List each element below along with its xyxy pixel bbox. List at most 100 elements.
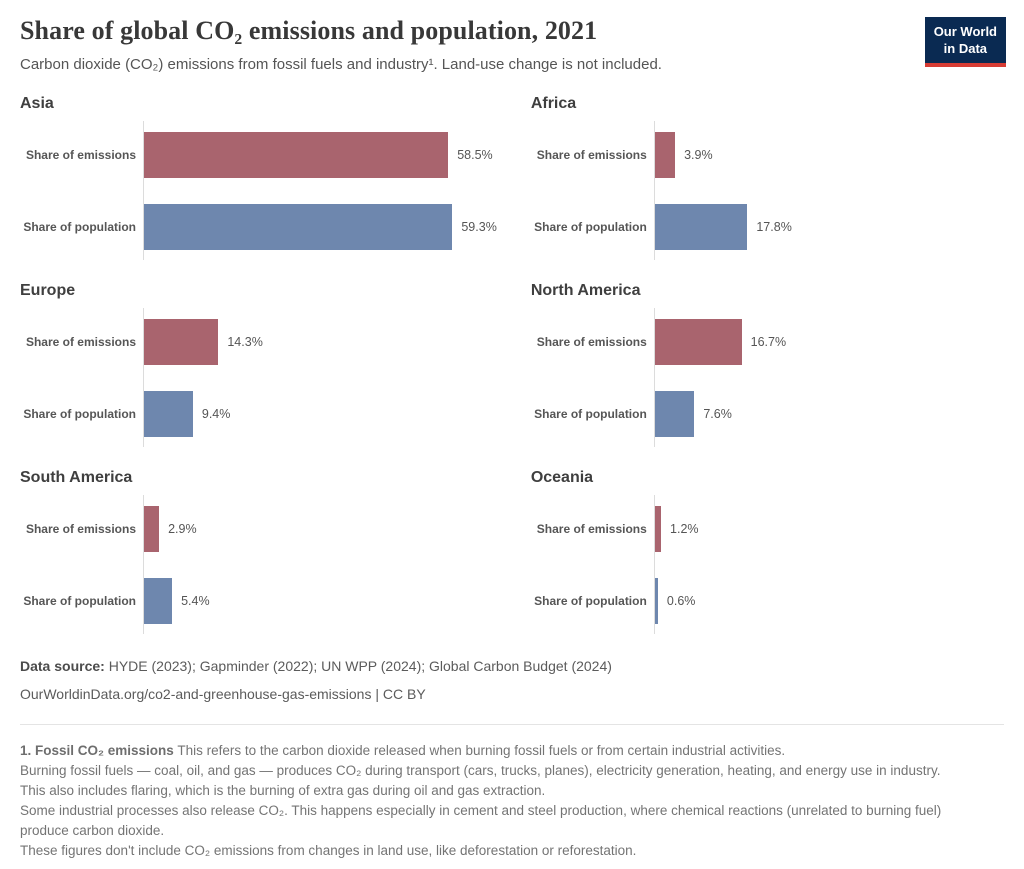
axis-line [653, 437, 1004, 447]
bar-row-population: Share of population 59.3% [20, 204, 497, 250]
bar-value-label: 0.6% [666, 594, 696, 608]
bar-row-emissions: Share of emissions 1.2% [531, 506, 1004, 552]
url-license-line: OurWorldinData.org/co2-and-greenhouse-ga… [20, 686, 426, 702]
footnote-paragraph: Burning fossil fuels — coal, oil, and ga… [20, 762, 941, 798]
bar-label: Share of population [534, 407, 647, 421]
bar-row-emissions: Share of emissions 58.5% [20, 132, 497, 178]
bar-zone: 7.6% [653, 391, 1004, 437]
owid-logo: Our World in Data [924, 17, 1006, 67]
bar-label: Share of emissions [25, 522, 136, 536]
footnote-paragraph: These figures don't include CO₂ emission… [20, 842, 637, 858]
axis-line [653, 178, 1004, 204]
bar-row-population: Share of population 7.6% [531, 391, 1004, 437]
owid-logo-line1: Our World [933, 24, 997, 39]
bar-zone: 59.3% [143, 204, 497, 250]
bar-plot: Share of emissions 1.2% Share of populat… [531, 495, 1004, 634]
axis-line [143, 365, 497, 391]
bar-plot: Share of emissions 2.9% Share of populat… [20, 495, 497, 634]
bar-plot: Share of emissions 14.3% Share of popula… [20, 308, 497, 447]
bar-row-emissions: Share of emissions 2.9% [20, 506, 497, 552]
facet-panel-title: Oceania [530, 469, 594, 486]
footnote-paragraph: 1. Fossil CO₂ emissions This refers to t… [20, 741, 964, 761]
footnote-block: 1. Fossil CO₂ emissions This refers to t… [20, 741, 964, 861]
bar-label: Share of emissions [536, 335, 647, 349]
axis-line [653, 365, 1004, 391]
facet-panel-title: Africa [530, 95, 577, 112]
bar-row-emissions: Share of emissions 3.9% [531, 132, 1004, 178]
facet-grid: Asia Share of emissions 58.5% Share of p… [20, 95, 1004, 634]
facet-panel: Oceania Share of emissions 1.2% Share of… [531, 469, 1004, 634]
bar-row-population: Share of population 0.6% [531, 578, 1004, 624]
bar-label: Share of emissions [25, 335, 136, 349]
facet-panel: Africa Share of emissions 3.9% Share of … [531, 95, 1004, 260]
bar-value-label: 7.6% [703, 407, 732, 421]
facet-panel-title: South America [20, 469, 133, 486]
bar-value-label: 59.3% [461, 220, 497, 234]
data-source-label: Data source: [20, 658, 105, 674]
bar-zone: 1.2% [653, 506, 1004, 552]
emissions-bar [144, 132, 449, 178]
emissions-bar [654, 506, 662, 552]
axis-line [143, 178, 497, 204]
page-title: Share of global CO₂ emissions and popula… [20, 16, 598, 45]
axis-line [143, 121, 497, 132]
bar-label: Share of emissions [536, 148, 647, 162]
axis-line [143, 308, 497, 319]
bar-value-label: 16.7% [750, 335, 787, 349]
axis-line [653, 308, 1004, 319]
facet-panel: Asia Share of emissions 58.5% Share of p… [20, 95, 497, 260]
facet-panel: North America Share of emissions 16.7% S… [531, 282, 1004, 447]
facet-panel-title: Asia [20, 95, 54, 112]
footnote-lead: 1. Fossil CO₂ emissions [20, 743, 174, 758]
bar-value-label: 5.4% [181, 594, 210, 608]
bar-value-label: 17.8% [756, 220, 792, 234]
population-bar [144, 578, 173, 624]
axis-line [653, 250, 1004, 260]
emissions-bar [144, 319, 219, 365]
footnote-lead-rest: This refers to the carbon dioxide releas… [177, 743, 786, 758]
bar-zone: 14.3% [143, 319, 497, 365]
axis-line [653, 121, 1004, 132]
bar-value-label: 1.2% [670, 522, 699, 536]
bar-value-label: 14.3% [227, 335, 263, 349]
bar-plot: Share of emissions 3.9% Share of populat… [531, 121, 1004, 260]
bar-zone: 9.4% [143, 391, 497, 437]
emissions-bar [654, 319, 742, 365]
data-source-line: Data source: HYDE (2023); Gapminder (202… [20, 652, 1004, 680]
bar-zone: 16.7% [653, 319, 1004, 365]
footnote-paragraph: Some industrial processes also release C… [20, 802, 942, 838]
axis-line [143, 495, 497, 506]
bar-value-label: 9.4% [201, 407, 231, 421]
bar-plot: Share of emissions 16.7% Share of popula… [531, 308, 1004, 447]
population-bar [144, 204, 453, 250]
bar-value-label: 2.9% [168, 522, 197, 536]
footer-divider [20, 724, 1004, 725]
bar-zone: 17.8% [653, 204, 1004, 250]
data-source-block: Data source: HYDE (2023); Gapminder (202… [20, 652, 1004, 708]
bar-label: Share of population [23, 594, 136, 608]
facet-panel-title: Europe [20, 282, 76, 299]
emissions-bar [654, 132, 676, 178]
bar-row-emissions: Share of emissions 14.3% [20, 319, 497, 365]
bar-zone: 58.5% [143, 132, 497, 178]
bar-row-emissions: Share of emissions 16.7% [531, 319, 1004, 365]
facet-panel: Europe Share of emissions 14.3% Share of… [20, 282, 497, 447]
bar-zone: 3.9% [653, 132, 1004, 178]
bar-label: Share of population [534, 220, 647, 234]
bar-value-label: 58.5% [457, 148, 493, 162]
bar-label: Share of emissions [25, 148, 136, 162]
axis-line [143, 250, 497, 260]
bar-row-population: Share of population 9.4% [20, 391, 497, 437]
bar-plot: Share of emissions 58.5% Share of popula… [20, 121, 497, 260]
data-source-text: HYDE (2023); Gapminder (2022); UN WPP (2… [108, 658, 612, 674]
axis-line [653, 495, 1004, 506]
bar-label: Share of population [534, 594, 647, 608]
axis-line [143, 437, 497, 447]
bar-zone: 0.6% [653, 578, 1004, 624]
bar-zone: 2.9% [143, 506, 497, 552]
page-subtitle: Carbon dioxide (CO₂) emissions from foss… [20, 56, 662, 73]
population-bar [144, 391, 193, 437]
axis-line [143, 624, 497, 634]
owid-logo-line2: in Data [943, 40, 988, 56]
